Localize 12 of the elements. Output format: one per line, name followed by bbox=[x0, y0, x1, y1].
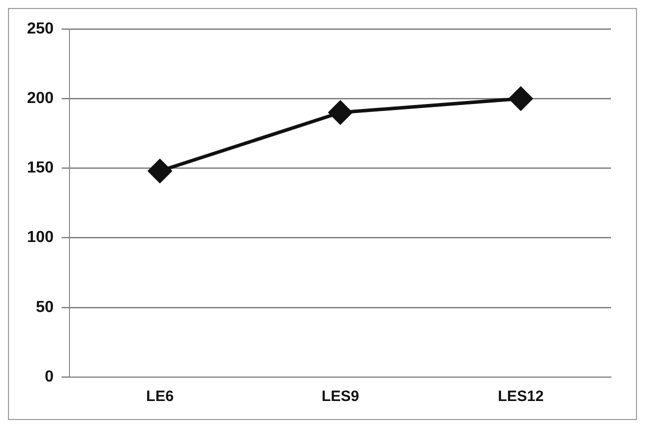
x-tick-label: LES12 bbox=[498, 388, 544, 406]
y-tick-label: 250 bbox=[26, 20, 54, 38]
x-tick-label: LES9 bbox=[322, 388, 360, 406]
y-tick-label: 150 bbox=[26, 160, 54, 177]
y-tick-label: 100 bbox=[26, 229, 54, 246]
point bbox=[328, 100, 352, 124]
y-tick-label: 0 bbox=[44, 368, 54, 386]
point bbox=[509, 86, 533, 110]
x-tick-label: LE6 bbox=[146, 388, 174, 406]
y-tick-label: 50 bbox=[36, 298, 54, 316]
point bbox=[148, 159, 172, 183]
y-tick-label: 200 bbox=[26, 90, 54, 108]
